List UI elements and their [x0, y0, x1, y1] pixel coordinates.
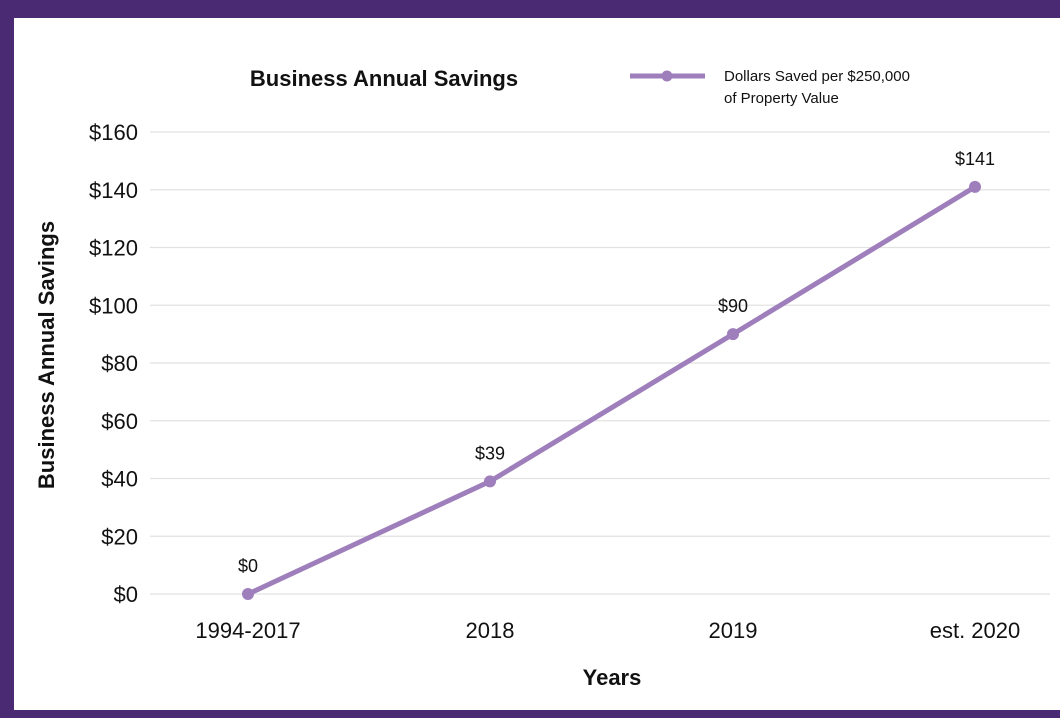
- x-tick-label: 1994-2017: [195, 618, 300, 643]
- gridlines: [150, 131, 1050, 595]
- legend-label-line-2: of Property Value: [724, 90, 839, 107]
- series-line: [245, 184, 978, 597]
- data-label: $0: [238, 556, 258, 576]
- y-axis-ticks: $0 $20 $40 $60 $80 $100 $120 $140 $160: [89, 120, 138, 607]
- data-label: $90: [718, 296, 748, 316]
- data-labels: $0 $39 $90 $141: [238, 149, 995, 576]
- data-label: $39: [475, 443, 505, 463]
- y-tick-label: $160: [89, 120, 138, 145]
- y-axis-title: Business Annual Savings: [34, 221, 59, 489]
- data-point: [484, 475, 496, 488]
- legend: Dollars Saved per $250,000 of Property V…: [630, 68, 910, 107]
- y-tick-label: $120: [89, 236, 138, 261]
- legend-marker-swatch: [661, 70, 673, 82]
- data-point: [242, 588, 254, 600]
- chart-panel: [14, 18, 1060, 710]
- data-point: [969, 180, 981, 193]
- x-axis-title: Years: [583, 665, 642, 690]
- x-tick-label: 2019: [709, 618, 758, 643]
- x-tick-label: est. 2020: [930, 618, 1021, 643]
- chart-title: Business Annual Savings: [250, 66, 518, 91]
- data-point: [727, 328, 739, 341]
- y-tick-label: $0: [114, 582, 138, 607]
- y-tick-label: $40: [101, 467, 138, 492]
- y-tick-label: $80: [101, 351, 138, 376]
- y-tick-label: $20: [101, 524, 138, 549]
- x-tick-label: 2018: [466, 618, 515, 643]
- y-tick-label: $100: [89, 293, 138, 318]
- x-axis-ticks: 1994-2017 2018 2019 est. 2020: [195, 618, 1020, 643]
- y-tick-label: $140: [89, 178, 138, 203]
- legend-label-line-1: Dollars Saved per $250,000: [724, 68, 910, 85]
- series-group: [242, 180, 981, 600]
- data-label: $141: [955, 149, 995, 169]
- y-tick-label: $60: [101, 409, 138, 434]
